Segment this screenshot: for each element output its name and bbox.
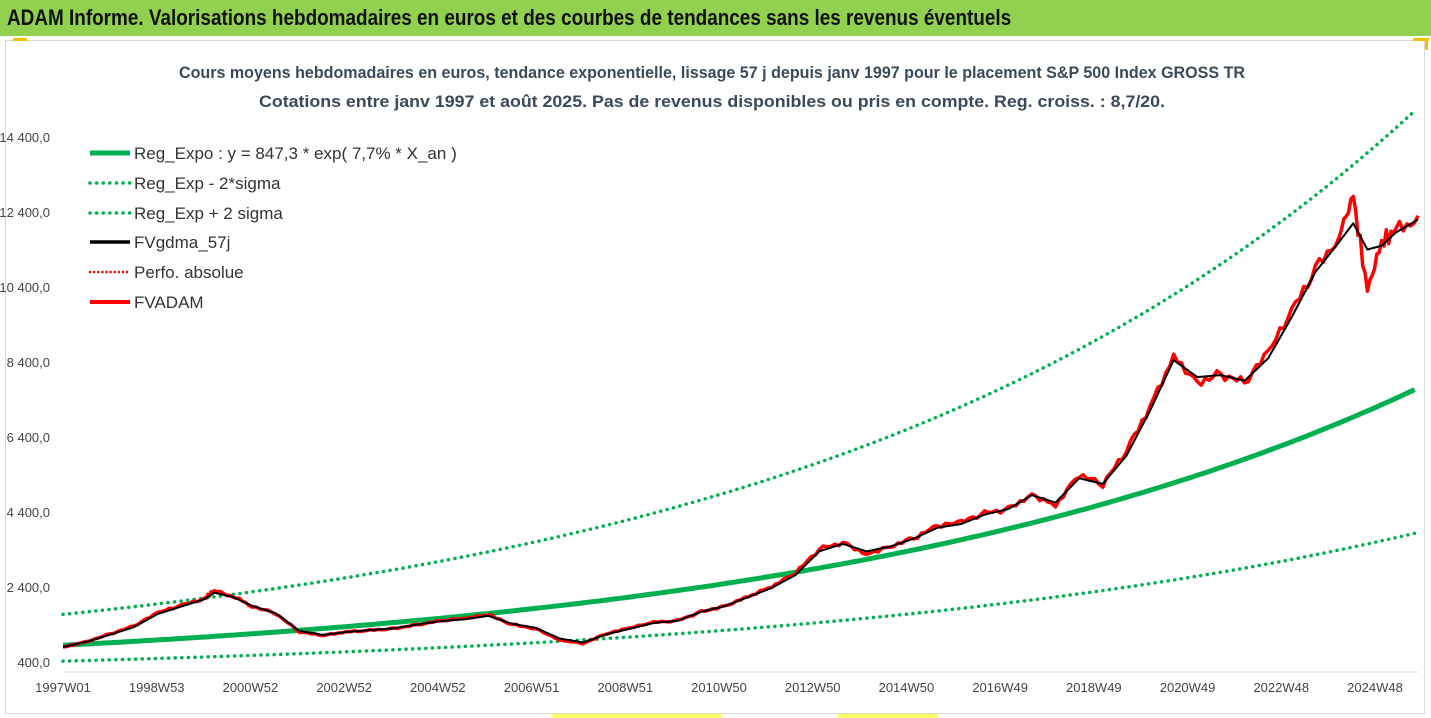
series-fvgdma-57j	[62, 218, 1419, 648]
report-banner: ADAM Informe. Valorisations hebdomadaire…	[0, 0, 1431, 36]
legend-label-reg-expo: Reg_Expo : y = 847,3 * exp( 7,7% * X_an …	[134, 144, 457, 163]
y-tick-label: 400,0	[17, 655, 50, 670]
chart-title: Cours moyens hebdomadaires en euros, ten…	[179, 63, 1245, 82]
corner-mark-bottom-1	[552, 714, 722, 718]
x-tick-label: 2006W51	[504, 680, 560, 695]
corner-mark-top-right	[1413, 38, 1429, 41]
y-tick-label: 2 400,0	[7, 580, 50, 595]
y-tick-label: 4 400,0	[7, 505, 50, 520]
legend-label-adam: FVADAM	[134, 293, 204, 312]
series-reg-exp-lower	[61, 531, 1417, 663]
y-axis: 400,0 2 400,0 4 400,0 6 400,0 8 400,0 10 400,…	[0, 130, 50, 670]
legend-label-reg-plus: Reg_Exp + 2 sigma	[134, 204, 283, 223]
chart-subtitle: Cotations entre janv 1997 et août 2025. …	[259, 92, 1165, 111]
report-title: ADAM Informe. Valorisations hebdomadaire…	[7, 5, 1012, 30]
legend: Reg_Expo : y = 847,3 * exp( 7,7% * X_an …	[88, 144, 457, 312]
x-tick-label: 1997W01	[35, 680, 91, 695]
plot-area	[61, 109, 1420, 663]
x-tick-label: 2016W49	[972, 680, 1028, 695]
x-tick-label: 2010W50	[691, 680, 747, 695]
corner-mark-top-left	[13, 38, 27, 41]
y-tick-label: 8 400,0	[7, 355, 50, 370]
corner-mark-bottom-2	[838, 714, 938, 718]
x-axis: 1997W01 1998W53 2000W52 2002W52 2004W52 2006W…	[35, 671, 1418, 695]
x-tick-label: 2008W51	[597, 680, 653, 695]
legend-label-gdma: FVgdma_57j	[134, 233, 230, 252]
x-tick-label: 2002W52	[316, 680, 372, 695]
corner-mark-right	[1425, 38, 1428, 50]
x-tick-label: 2012W50	[785, 680, 841, 695]
legend-label-perfo: Perfo. absolue	[134, 263, 244, 282]
y-tick-label: 10 400,0	[0, 280, 50, 295]
x-tick-label: 2020W49	[1160, 680, 1216, 695]
x-tick-label: 2014W50	[879, 680, 935, 695]
x-tick-label: 2024W48	[1347, 680, 1403, 695]
chart-frame	[5, 40, 1425, 714]
series-reg-expo	[62, 387, 1416, 648]
x-tick-label: 1998W53	[129, 680, 185, 695]
x-tick-label: 2018W49	[1066, 680, 1122, 695]
x-tick-label: 2022W48	[1253, 680, 1309, 695]
y-tick-label: 6 400,0	[7, 430, 50, 445]
legend-label-reg-minus: Reg_Exp - 2*sigma	[134, 174, 281, 193]
x-tick-label: 2004W52	[410, 680, 466, 695]
y-tick-label: 14 400,0	[0, 130, 50, 145]
y-tick-label: 12 400,0	[0, 205, 50, 220]
x-tick-label: 2000W52	[223, 680, 279, 695]
